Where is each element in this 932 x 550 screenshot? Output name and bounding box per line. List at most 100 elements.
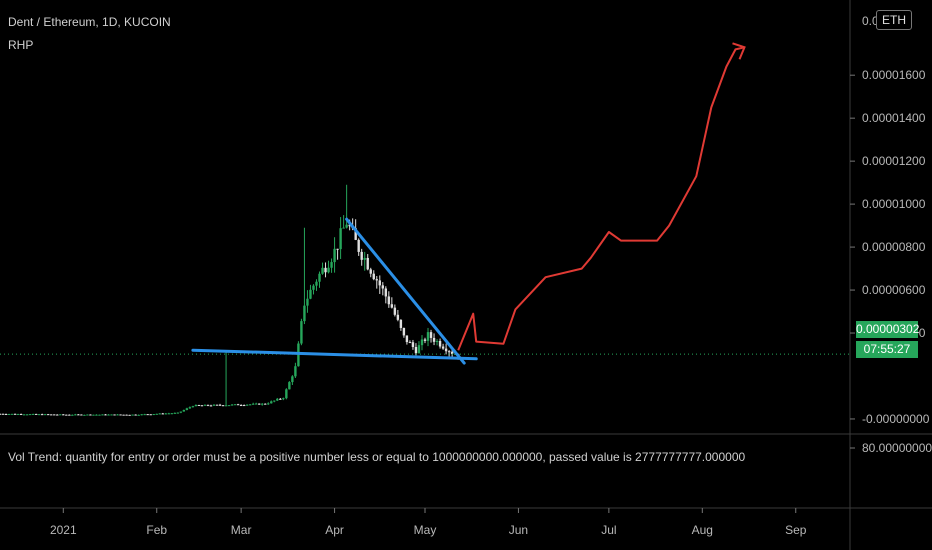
candle[interactable] xyxy=(176,412,180,414)
candle[interactable] xyxy=(47,413,50,416)
candle[interactable] xyxy=(251,402,255,405)
candle[interactable] xyxy=(83,414,86,416)
candle[interactable] xyxy=(360,248,363,266)
candle[interactable] xyxy=(167,412,170,415)
candle[interactable] xyxy=(233,404,237,406)
candle[interactable] xyxy=(221,405,225,407)
candle[interactable] xyxy=(155,413,158,415)
candle[interactable] xyxy=(236,403,240,406)
candle[interactable] xyxy=(273,400,276,403)
candle[interactable] xyxy=(28,413,32,416)
candle[interactable] xyxy=(303,227,306,325)
candle[interactable] xyxy=(435,339,439,346)
candle[interactable] xyxy=(227,405,231,407)
candle[interactable] xyxy=(363,251,366,271)
candle[interactable] xyxy=(68,414,71,416)
candle[interactable] xyxy=(137,414,140,416)
candle[interactable] xyxy=(89,414,92,416)
candle[interactable] xyxy=(131,414,134,416)
candle[interactable] xyxy=(31,413,35,415)
candle[interactable] xyxy=(191,405,195,408)
candle[interactable] xyxy=(206,404,210,407)
candle[interactable] xyxy=(59,414,62,416)
candle[interactable] xyxy=(399,319,403,331)
candle[interactable] xyxy=(16,413,20,416)
candle[interactable] xyxy=(22,414,26,416)
candle[interactable] xyxy=(402,327,406,338)
price-scale[interactable]: 0.0(0.000016000.000014000.000012000.0000… xyxy=(850,14,932,455)
candle[interactable] xyxy=(230,404,234,406)
candle[interactable] xyxy=(1,413,5,415)
candle[interactable] xyxy=(215,404,219,406)
candle[interactable] xyxy=(188,406,192,409)
candle[interactable] xyxy=(378,275,381,294)
candle[interactable] xyxy=(98,414,101,416)
candle[interactable] xyxy=(173,412,177,414)
candle[interactable] xyxy=(182,409,186,412)
candle[interactable] xyxy=(372,270,375,281)
candle[interactable] xyxy=(71,414,74,416)
candle[interactable] xyxy=(37,413,41,416)
candle[interactable] xyxy=(200,405,204,407)
candle[interactable] xyxy=(122,414,125,416)
candle[interactable] xyxy=(258,403,261,405)
candle[interactable] xyxy=(161,412,164,415)
candle[interactable] xyxy=(152,414,155,416)
candle[interactable] xyxy=(255,402,258,405)
candle[interactable] xyxy=(342,215,345,229)
candle[interactable] xyxy=(194,404,198,407)
candle[interactable] xyxy=(56,414,59,416)
candle[interactable] xyxy=(185,407,189,411)
candle[interactable] xyxy=(4,413,8,416)
candle[interactable] xyxy=(50,414,53,416)
candle[interactable] xyxy=(294,362,297,379)
candle[interactable] xyxy=(13,413,17,415)
candle[interactable] xyxy=(270,400,273,404)
candle[interactable] xyxy=(65,414,68,416)
chart-plot-area[interactable] xyxy=(0,184,460,416)
candle[interactable] xyxy=(324,262,327,278)
candle[interactable] xyxy=(113,414,116,416)
candle[interactable] xyxy=(411,339,415,350)
candle[interactable] xyxy=(101,414,104,416)
candle[interactable] xyxy=(441,343,445,350)
candle[interactable] xyxy=(426,327,430,347)
candle[interactable] xyxy=(107,414,110,416)
candle[interactable] xyxy=(104,414,107,416)
candle[interactable] xyxy=(164,412,167,415)
candle[interactable] xyxy=(128,414,131,416)
indicator-label[interactable]: RHP xyxy=(8,38,34,52)
support-trendline[interactable] xyxy=(191,348,478,361)
candle[interactable] xyxy=(7,413,11,415)
candle[interactable] xyxy=(140,414,143,416)
candle[interactable] xyxy=(146,414,149,416)
candle[interactable] xyxy=(312,284,315,295)
resistance-trendline[interactable] xyxy=(345,217,466,365)
candle[interactable] xyxy=(218,403,222,406)
candle[interactable] xyxy=(327,260,330,274)
candle[interactable] xyxy=(366,254,369,271)
candle[interactable] xyxy=(116,414,119,416)
candle[interactable] xyxy=(285,388,288,400)
candle[interactable] xyxy=(74,413,77,416)
candle[interactable] xyxy=(417,341,421,354)
candle[interactable] xyxy=(432,333,436,346)
candle[interactable] xyxy=(245,404,249,406)
candle[interactable] xyxy=(86,414,89,416)
time-scale[interactable]: 2021 Feb Mar Apr May Jun Jul Aug Sep xyxy=(50,508,807,537)
candle[interactable] xyxy=(408,340,412,344)
candle[interactable] xyxy=(447,350,451,357)
candle[interactable] xyxy=(110,414,113,416)
candle[interactable] xyxy=(318,271,321,288)
candle[interactable] xyxy=(119,414,122,416)
candle[interactable] xyxy=(384,286,388,304)
projection-path[interactable] xyxy=(457,46,745,351)
candle[interactable] xyxy=(306,290,309,313)
candle[interactable] xyxy=(321,262,324,275)
candle[interactable] xyxy=(336,248,339,260)
candle[interactable] xyxy=(333,237,336,273)
candle[interactable] xyxy=(25,414,29,416)
candle[interactable] xyxy=(170,412,174,415)
candle[interactable] xyxy=(248,404,252,406)
candle[interactable] xyxy=(242,404,246,407)
